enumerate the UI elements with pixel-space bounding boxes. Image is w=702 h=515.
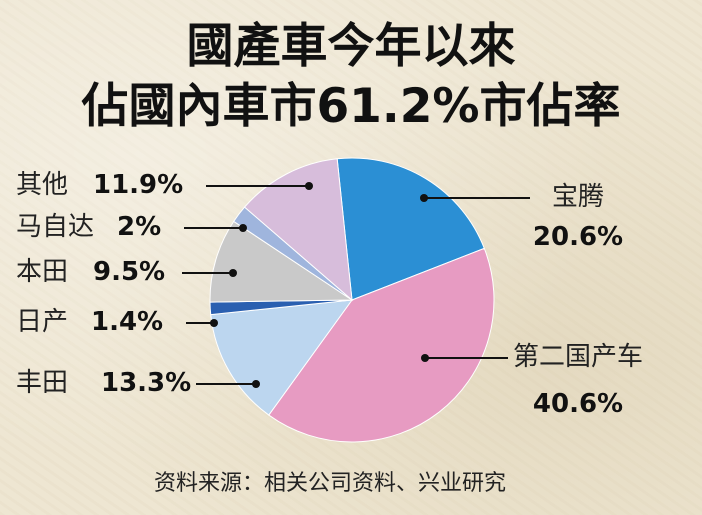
slice-value-label-4: 9.5% bbox=[93, 257, 165, 287]
slice-value-label-1: 40.6% bbox=[533, 389, 623, 419]
leader-dot-3 bbox=[210, 319, 218, 327]
slice-value-label-6: 11.9% bbox=[93, 170, 183, 200]
leader-dot-1 bbox=[421, 354, 429, 362]
leader-dot-4 bbox=[229, 269, 237, 277]
leader-dot-0 bbox=[420, 194, 428, 202]
slice-labels: 宝腾 20.6% 第二国产车 40.6% 丰田 13.3% 日产 1.4% 本田 9.5% 马自达 2… bbox=[16, 170, 643, 419]
slice-name-label-5: 马自达 bbox=[16, 212, 94, 242]
pie-slice-4 bbox=[209, 220, 354, 303]
slice-name-label-6: 其他 bbox=[16, 170, 68, 200]
slice-name-label-0: 宝腾 bbox=[552, 182, 604, 212]
slice-value-label-2: 13.3% bbox=[101, 368, 191, 398]
leader-dot-6 bbox=[305, 182, 313, 190]
leader-dot-5 bbox=[239, 224, 247, 232]
slice-value-label-3: 1.4% bbox=[91, 307, 163, 337]
slice-value-label-0: 20.6% bbox=[533, 222, 623, 252]
source-note: 资料来源：相关公司资料、兴业研究 bbox=[154, 471, 506, 496]
slice-name-label-3: 日产 bbox=[16, 307, 68, 337]
pie-slices bbox=[209, 157, 495, 443]
pie-slice-6 bbox=[243, 158, 353, 302]
chart-title-line-2: 佔國內車市61.2%市佔率 bbox=[80, 79, 620, 134]
slice-name-label-2: 丰田 bbox=[16, 368, 68, 398]
chart-title-line-1: 國產車今年以來 bbox=[187, 19, 516, 74]
pie-slice-1 bbox=[268, 247, 495, 443]
slice-name-label-4: 本田 bbox=[16, 257, 68, 287]
slice-name-label-1: 第二国产车 bbox=[513, 342, 643, 372]
leader-dot-2 bbox=[252, 380, 260, 388]
pie-slice-0 bbox=[336, 157, 485, 301]
slice-value-label-5: 2% bbox=[117, 212, 161, 242]
